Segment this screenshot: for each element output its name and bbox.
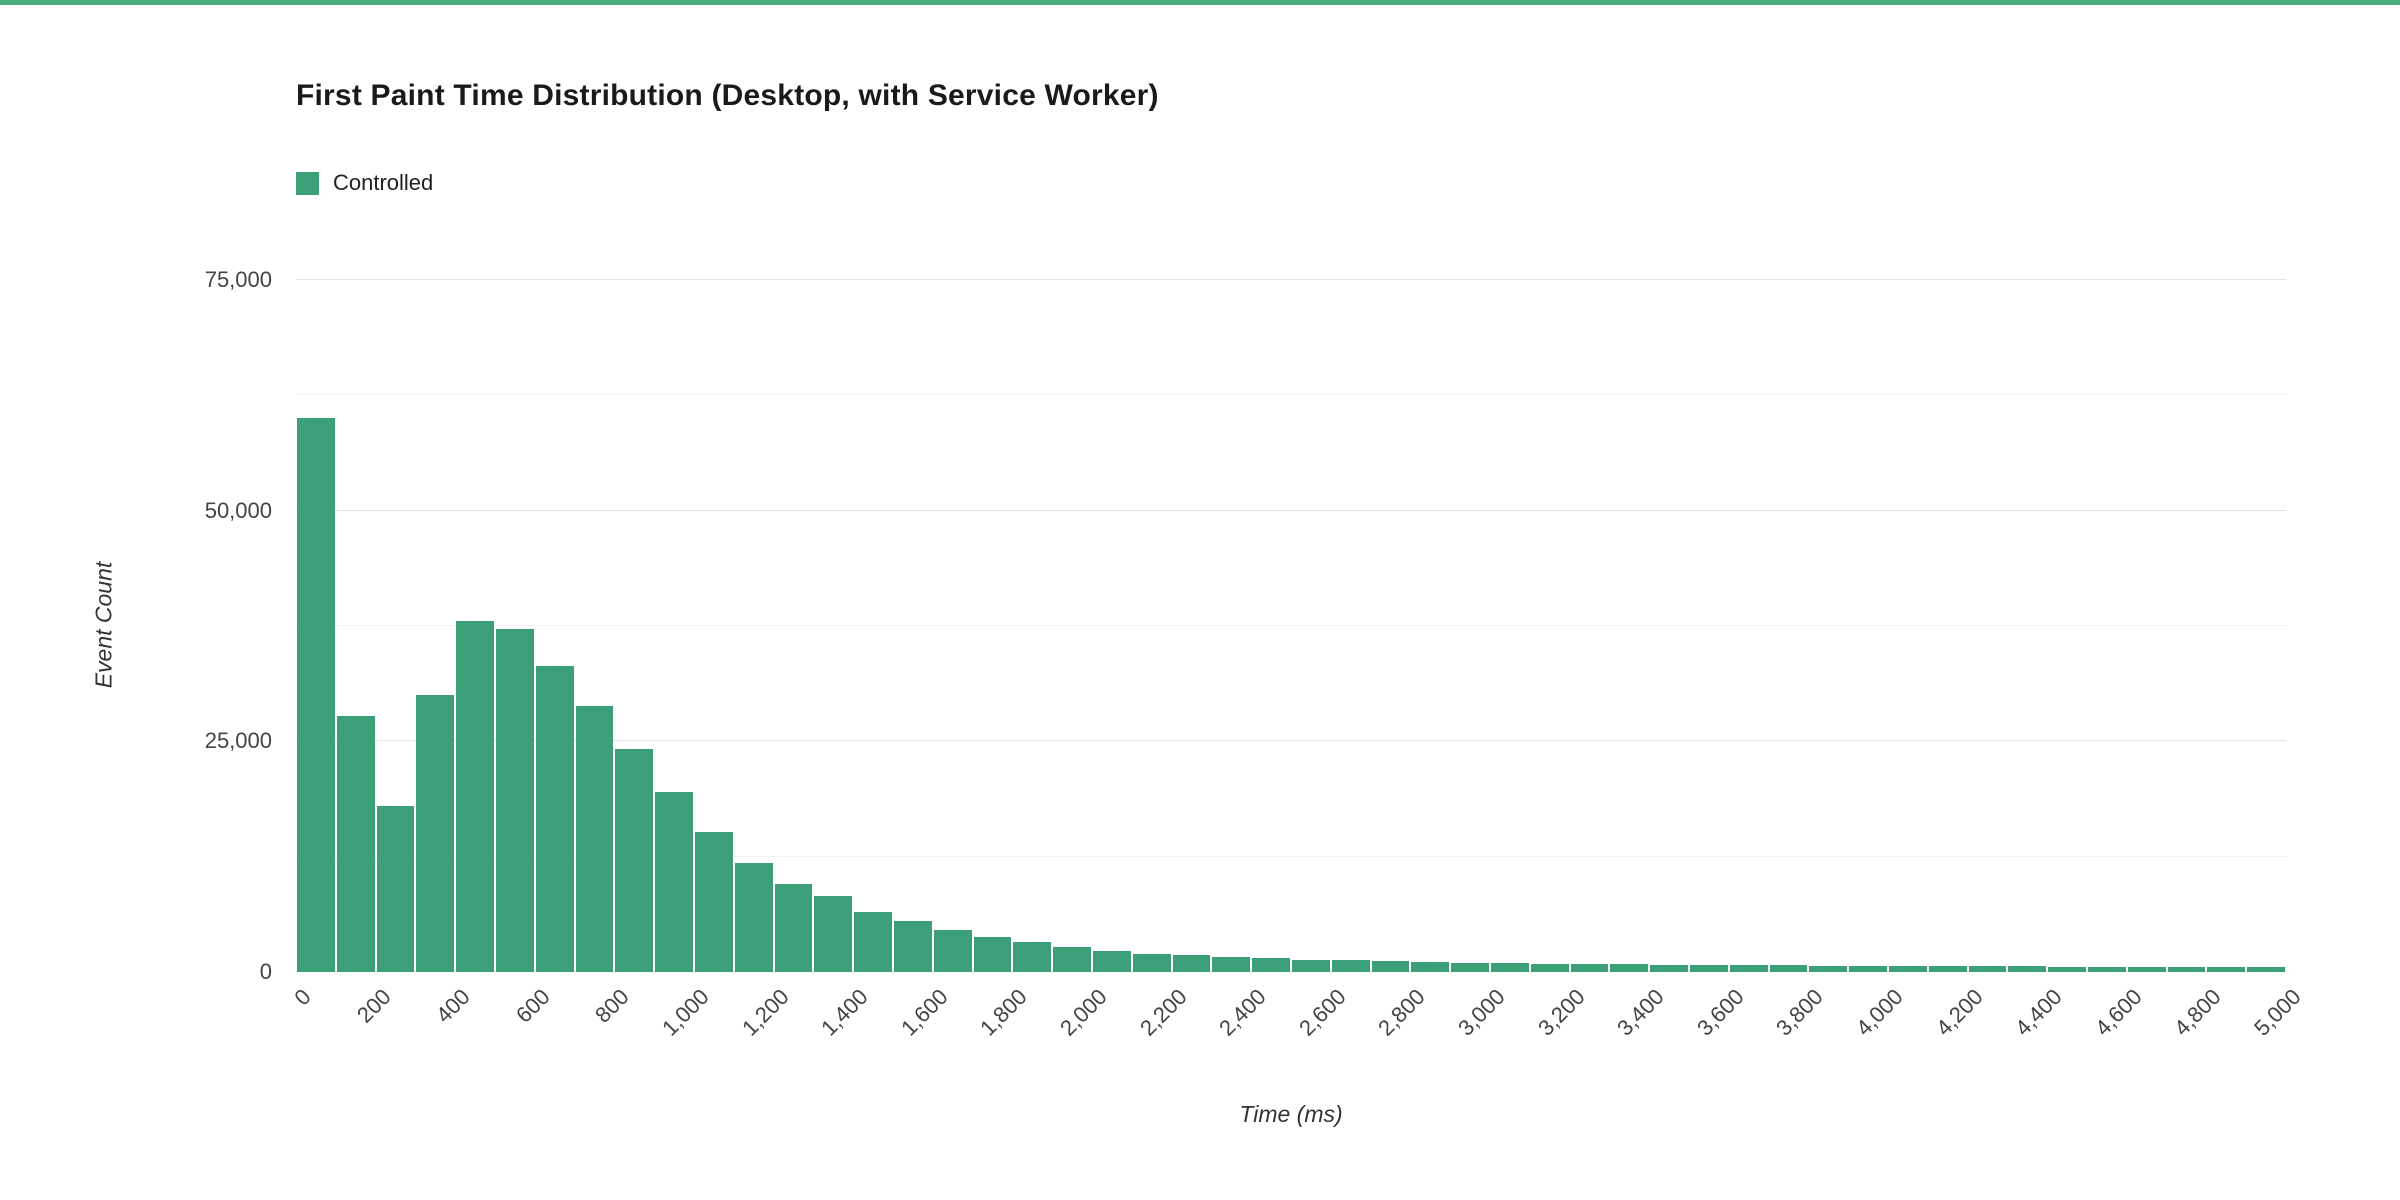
minor-gridline xyxy=(296,855,2286,857)
y-axis-tick-labels: 0 25,000 50,000 75,000 xyxy=(0,269,272,983)
x-axis-tick-labels: 0 200 400 600 800 1,000 1,200 1,400 1,600 1,800 2,… xyxy=(289,972,2305,1112)
histogram-bar[interactable] xyxy=(376,805,415,972)
histogram-bar[interactable] xyxy=(535,665,574,972)
histogram-bar[interactable] xyxy=(1849,965,1887,972)
histogram-bar[interactable] xyxy=(1968,966,2007,972)
histogram-bar[interactable] xyxy=(1729,965,1768,972)
histogram-bar[interactable] xyxy=(2167,967,2206,972)
histogram-bar[interactable] xyxy=(814,896,853,972)
histogram-bar[interactable] xyxy=(2088,966,2126,972)
histogram-bar[interactable] xyxy=(2048,966,2086,972)
histogram-bar[interactable] xyxy=(1570,964,1609,972)
chart-title: First Paint Time Distribution (Desktop, … xyxy=(296,79,1159,112)
histogram-bar[interactable] xyxy=(456,621,494,972)
histogram-bar[interactable] xyxy=(1132,953,1171,972)
histogram-bar[interactable] xyxy=(1889,966,1927,972)
histogram-bar[interactable] xyxy=(1928,966,1967,972)
histogram-bar[interactable] xyxy=(615,748,654,972)
y-tick-label: 50,000 xyxy=(204,497,272,523)
gridline xyxy=(296,971,2286,972)
histogram-bar[interactable] xyxy=(1292,959,1330,972)
histogram-bar[interactable] xyxy=(734,863,773,972)
gridline xyxy=(296,279,2286,280)
legend-swatch-controlled xyxy=(296,171,319,195)
histogram-bar[interactable] xyxy=(1610,964,1649,972)
histogram-bar[interactable] xyxy=(774,884,813,972)
histogram-bar[interactable] xyxy=(2008,966,2047,972)
minor-gridline xyxy=(296,394,2286,396)
histogram-bar[interactable] xyxy=(1093,950,1131,972)
histogram-bar[interactable] xyxy=(695,831,733,972)
histogram-bar[interactable] xyxy=(1252,958,1290,972)
histogram-bar[interactable] xyxy=(655,792,693,972)
plot-area[interactable] xyxy=(296,279,2286,972)
histogram-bar[interactable] xyxy=(2247,967,2285,972)
histogram-bar[interactable] xyxy=(973,936,1012,972)
histogram-bar[interactable] xyxy=(336,716,375,972)
histogram-bar[interactable] xyxy=(1451,962,1489,972)
histogram-bar[interactable] xyxy=(1411,962,1450,972)
histogram-bar[interactable] xyxy=(416,695,455,972)
histogram-bar[interactable] xyxy=(1769,965,1808,972)
gridline xyxy=(296,509,2286,511)
histogram-bar[interactable] xyxy=(1650,964,1688,972)
histogram-bar[interactable] xyxy=(2127,966,2166,972)
histogram-bar[interactable] xyxy=(1053,947,1091,972)
histogram-bar[interactable] xyxy=(894,921,932,972)
legend-label: Controlled xyxy=(333,170,434,195)
histogram-bar[interactable] xyxy=(575,706,614,972)
histogram-bar[interactable] xyxy=(854,912,892,972)
histogram-bar[interactable] xyxy=(1530,963,1569,972)
histogram-bar[interactable] xyxy=(1491,963,1529,972)
legend: Controlled xyxy=(296,170,433,196)
histogram-bar[interactable] xyxy=(1809,965,1848,972)
histogram-bar[interactable] xyxy=(1013,942,1052,972)
y-tick-label: 0 xyxy=(259,959,272,984)
histogram-bar[interactable] xyxy=(496,628,534,972)
histogram-bar[interactable] xyxy=(933,930,972,972)
histogram-bar[interactable] xyxy=(1331,960,1370,972)
histogram-bar[interactable] xyxy=(1212,957,1251,972)
y-tick-label: 75,000 xyxy=(204,267,272,292)
y-tick-label: 25,000 xyxy=(204,728,272,754)
minor-gridline xyxy=(296,625,2286,626)
histogram-bar[interactable] xyxy=(1371,961,1410,972)
gridline xyxy=(296,740,2286,742)
histogram-bar[interactable] xyxy=(2207,967,2246,972)
x-axis-title: Time (ms) xyxy=(1239,1101,1343,1127)
histogram-bar[interactable] xyxy=(297,418,335,972)
histogram-bar[interactable] xyxy=(1690,964,1728,972)
histogram-bar[interactable] xyxy=(1172,955,1211,972)
